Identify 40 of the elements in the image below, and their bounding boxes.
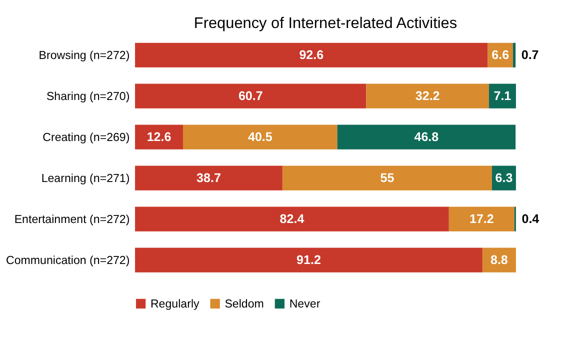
data-label: 82.4 <box>280 212 304 226</box>
y-tick-label: Sharing (n=270) <box>46 90 130 103</box>
bar <box>135 248 482 272</box>
data-label: 0.4 <box>522 212 540 226</box>
bar <box>135 124 184 150</box>
y-tick-label: Learning (n=271) <box>41 172 130 185</box>
chart-title: Frequency of Internet-related Activities <box>194 14 458 32</box>
bar <box>512 42 516 68</box>
y-tick-label: Creating (n=269) <box>42 132 130 144</box>
y-tick-label: Communication (n=272) <box>6 254 130 267</box>
bar <box>135 206 449 232</box>
bar <box>366 84 489 108</box>
data-label: 38.7 <box>196 170 221 185</box>
bar <box>282 166 492 190</box>
bar <box>135 166 282 190</box>
data-label: 55 <box>380 170 394 185</box>
legend-label: Never <box>289 298 320 311</box>
data-label: 0.7 <box>521 48 539 62</box>
bar <box>488 84 516 108</box>
bar <box>135 42 488 68</box>
data-label: 8.8 <box>490 252 508 267</box>
data-label: 6.6 <box>492 48 510 62</box>
data-label: 46.8 <box>414 130 439 144</box>
data-label: 32.2 <box>415 88 440 103</box>
data-label: 7.1 <box>494 88 512 103</box>
bar <box>337 124 516 150</box>
legend-label: Seldom <box>224 298 264 311</box>
data-label: 60.7 <box>238 88 263 103</box>
bar <box>448 206 514 232</box>
data-label: 40.5 <box>248 130 272 144</box>
data-label: 91.2 <box>296 252 321 267</box>
data-label: 17.2 <box>469 212 494 226</box>
y-tick-label: Entertainment (n=272) <box>14 214 130 226</box>
data-label: 6.3 <box>495 170 513 185</box>
data-label: 12.6 <box>146 130 172 144</box>
bar <box>183 124 338 150</box>
y-tick-label: Browsing (n=272) <box>38 50 130 62</box>
legend-label: Regularly <box>150 298 200 311</box>
bar <box>135 84 366 108</box>
data-label: 92.6 <box>299 48 324 62</box>
